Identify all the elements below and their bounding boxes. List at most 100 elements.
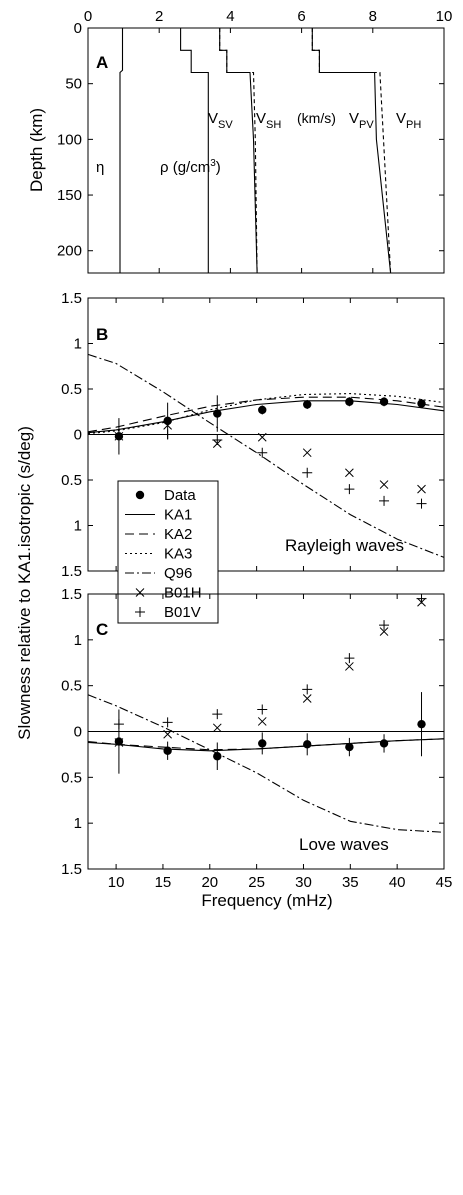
profile- xyxy=(119,28,124,273)
legend-label: B01H xyxy=(164,585,202,602)
panel-c-series-q96 xyxy=(87,694,445,833)
panel-b-ytick-label: 0.5 xyxy=(61,381,82,398)
legend-item-ka2: KA2 xyxy=(125,526,192,543)
panel-a-ytick-label: 150 xyxy=(57,187,82,204)
panel-c-series-data-point xyxy=(163,746,172,755)
legend-x-marker xyxy=(135,588,145,597)
profile-vsv xyxy=(219,28,258,274)
panel-b-series-b01v-point xyxy=(379,495,390,506)
curve-label-units: (km/s) xyxy=(297,110,336,126)
panel-b-series-b01v-point xyxy=(257,447,268,458)
panel-c-series-b01h-point xyxy=(163,729,172,739)
panel-b-ytick-label: 1.5 xyxy=(61,563,82,580)
panel-b-series-ka3 xyxy=(87,393,445,435)
panel-a-xtick-label: 10 xyxy=(436,8,453,25)
legend-plus-marker xyxy=(135,607,145,617)
panel-b-ytick-label: 0 xyxy=(74,427,82,444)
panel-c-xtick-label: 20 xyxy=(201,874,218,891)
panel-c-series-b01v-point xyxy=(344,653,355,664)
panel-c-series-data-point xyxy=(258,739,267,748)
panel-b-series-b01v-point xyxy=(113,429,124,440)
profile-vph xyxy=(311,28,392,274)
legend-item-q96: Q96 xyxy=(125,565,192,582)
panel-b-series-ka2 xyxy=(87,396,445,433)
panel-b-series-ka1 xyxy=(87,400,445,434)
panel-c-ytick-label: 0 xyxy=(74,724,82,741)
panel-b-annotation: Rayleigh waves xyxy=(285,536,404,555)
panel-c-series-b01v-point xyxy=(302,684,313,695)
panel-c-series-b01v-point xyxy=(162,717,173,728)
panel-b-series-b01v-point xyxy=(416,498,427,509)
profile-vpv xyxy=(311,28,392,274)
legend-dot-marker xyxy=(135,490,145,500)
panel-b-series-b01h-point xyxy=(345,468,354,478)
panel-a-xtick-label: 6 xyxy=(297,8,305,25)
panel-b-series-b01v-point xyxy=(302,467,313,478)
curve-label-eta: η xyxy=(96,159,104,176)
panel-c-xlabel: Frequency (mHz) xyxy=(201,891,332,910)
panel-c-series-ka2 xyxy=(87,738,445,751)
panel-b-label: B xyxy=(96,325,108,344)
shared-ylabel: Slowness relative to KA1.isotropic (s/de… xyxy=(15,426,34,740)
legend-label: KA2 xyxy=(164,526,192,543)
panel-b-series-b01h-point xyxy=(302,448,312,458)
panel-b-series-b01v-point xyxy=(212,434,223,445)
panel-c-ytick-label: 1 xyxy=(74,632,82,649)
panel-c-xtick-label: 45 xyxy=(436,874,453,891)
panel-b-plot: 1.5 1 0.5 0 0.5 1 1.5 xyxy=(61,290,445,580)
panel-c-xtick-label: 35 xyxy=(342,874,359,891)
panel-b-series-b01v-point xyxy=(162,429,173,440)
panel-c-series-b01h-point xyxy=(302,694,312,703)
curve-label-vph: VPH xyxy=(396,110,421,131)
panel-c-xtick-label: 10 xyxy=(108,874,125,891)
panel-c-series-data-point xyxy=(379,739,389,748)
panel-c-xtick-label: 15 xyxy=(155,874,172,891)
panel-a-ytick-label: 100 xyxy=(57,131,82,148)
panel-b-series-b01v-point xyxy=(344,484,355,495)
panel-c-series-b01h-point xyxy=(379,627,389,636)
panel-c-plot: 1.5 1 0.5 0 0.5 1 1.5 10 15 20 25 30 35 40 45 xyxy=(61,586,452,891)
panel-b-series-b01h-point xyxy=(417,484,426,494)
panel-c-series-b01h-point xyxy=(212,723,222,733)
panel-a-xtick-label: 0 xyxy=(84,8,92,25)
panel-c-series-b01v-point xyxy=(212,709,223,720)
panel-c-xtick-label: 30 xyxy=(295,874,312,891)
legend-label: KA1 xyxy=(164,507,192,524)
panel-a-ylabel: Depth (km) xyxy=(27,108,46,192)
panel-c-ytick-label: 1.5 xyxy=(61,586,82,603)
panel-b-series-data-point xyxy=(303,400,312,409)
panel-c-series-b01h-point xyxy=(257,717,267,726)
panel-b-series-b01h-point xyxy=(379,480,389,489)
panel-c-series-b01v-point xyxy=(113,719,124,730)
curve-label-rho: ρ (g/cm3) xyxy=(160,158,221,176)
panel-c-ytick-label: 1.5 xyxy=(61,861,82,878)
panel-c-series-b01v-point xyxy=(257,704,268,715)
panel-a-curves xyxy=(119,28,392,274)
legend-box xyxy=(117,480,219,624)
legend-item-b01h: B01H xyxy=(135,585,202,602)
panel-a-xtick-label: 4 xyxy=(226,8,234,25)
profile-g-cm3 xyxy=(180,28,209,273)
profile-vsh xyxy=(219,28,258,274)
legend-label: B01V xyxy=(164,604,201,621)
legend-item-b01v: B01V xyxy=(135,604,201,621)
panel-b-ytick-label: 1 xyxy=(74,518,82,535)
curve-label-vpv: VPV xyxy=(349,110,374,131)
panel-c-annotation: Love waves xyxy=(299,835,389,854)
panel-c-series-b01v-point xyxy=(379,620,390,631)
panel-a-ytick-label: 200 xyxy=(57,243,82,260)
legend-label: Q96 xyxy=(164,565,192,582)
panel-b-series-data-point xyxy=(379,397,389,406)
panel-c-ytick-label: 0.5 xyxy=(61,769,82,786)
panel-b-series-b01h-point xyxy=(257,432,267,442)
legend-item-ka1: KA1 xyxy=(125,507,192,524)
panel-c-label: C xyxy=(96,620,108,639)
panel-c-xtick-label: 40 xyxy=(389,874,406,891)
panel-c-series-b01v-point xyxy=(416,593,427,604)
panel-a-label: A xyxy=(96,53,108,72)
panel-b-ytick-label: 0.5 xyxy=(61,472,82,489)
panel-b-series-b01h-point xyxy=(163,421,172,430)
curve-label-vsv: VSV xyxy=(208,110,233,131)
